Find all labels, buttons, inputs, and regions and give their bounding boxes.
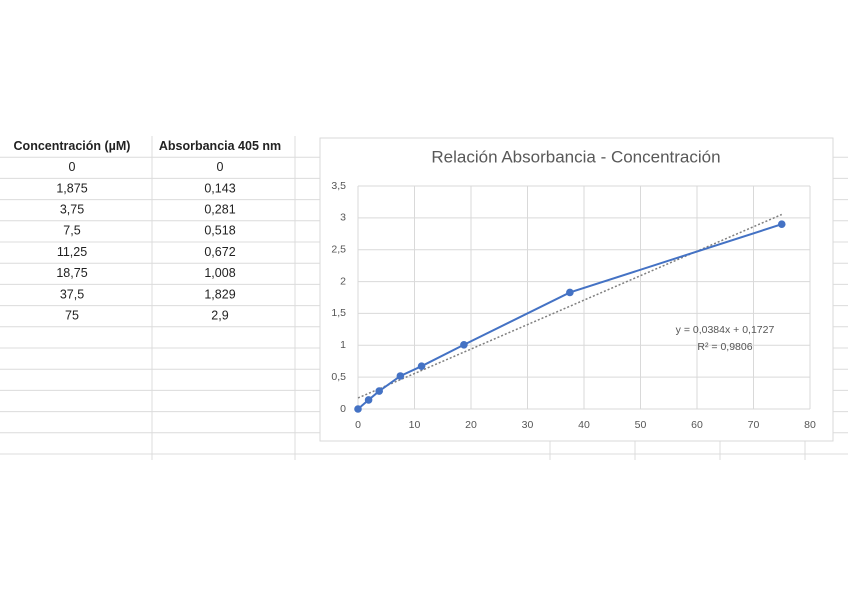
- y-tick-label: 2: [340, 275, 346, 287]
- point: [777, 220, 786, 229]
- point: [566, 288, 574, 297]
- x-tick-label: 80: [804, 419, 816, 431]
- cell: 0,143: [204, 181, 235, 195]
- point: [364, 396, 373, 404]
- cell: 0: [217, 160, 224, 174]
- cell: 0,518: [204, 224, 235, 238]
- y-tick-label: 0,5: [331, 371, 346, 383]
- header-cell: Concentración (µM): [14, 139, 131, 153]
- cell: 11,25: [57, 245, 87, 259]
- point: [375, 387, 383, 395]
- cell: 1,829: [204, 287, 235, 301]
- cell: 1,008: [204, 266, 235, 280]
- y-tick-label: 3: [340, 212, 346, 224]
- cell: 37,5: [60, 287, 84, 301]
- trendline: [357, 213, 783, 399]
- y-tick-label: 0: [340, 403, 346, 415]
- x-tick-label: 0: [355, 419, 361, 431]
- cell: 75: [65, 308, 79, 322]
- x-tick-label: 10: [409, 419, 421, 431]
- x-tick-label: 70: [748, 419, 760, 431]
- x-tick-label: 50: [635, 419, 647, 431]
- cell: 3,75: [60, 202, 84, 216]
- r-squared: R² = 0,9806: [697, 341, 752, 353]
- x-tick-label: 30: [522, 419, 534, 431]
- cell: 1,875: [56, 181, 87, 195]
- y-tick-label: 1: [340, 339, 346, 351]
- trendline-equation: y = 0,0384x + 0,1727: [676, 324, 775, 336]
- cell: 2,9: [211, 308, 228, 322]
- cell: 7,5: [63, 224, 80, 238]
- point: [460, 340, 468, 349]
- point: [417, 362, 426, 370]
- cell: 0: [69, 160, 76, 174]
- cell: 18,75: [56, 266, 87, 280]
- point: [354, 405, 362, 413]
- header-cell: Absorbancia 405 nm: [159, 139, 281, 153]
- y-tick-label: 2,5: [331, 243, 346, 255]
- x-tick-label: 60: [691, 419, 703, 431]
- x-tick-label: 20: [465, 419, 477, 431]
- chart-title: Relación Absorbancia - Concentración: [431, 147, 720, 166]
- point: [396, 372, 405, 380]
- x-tick-label: 40: [578, 419, 590, 431]
- cell: 0,281: [204, 202, 235, 216]
- y-tick-label: 1,5: [331, 307, 346, 319]
- y-tick-label: 3,5: [331, 180, 346, 192]
- cell: 0,672: [204, 245, 235, 259]
